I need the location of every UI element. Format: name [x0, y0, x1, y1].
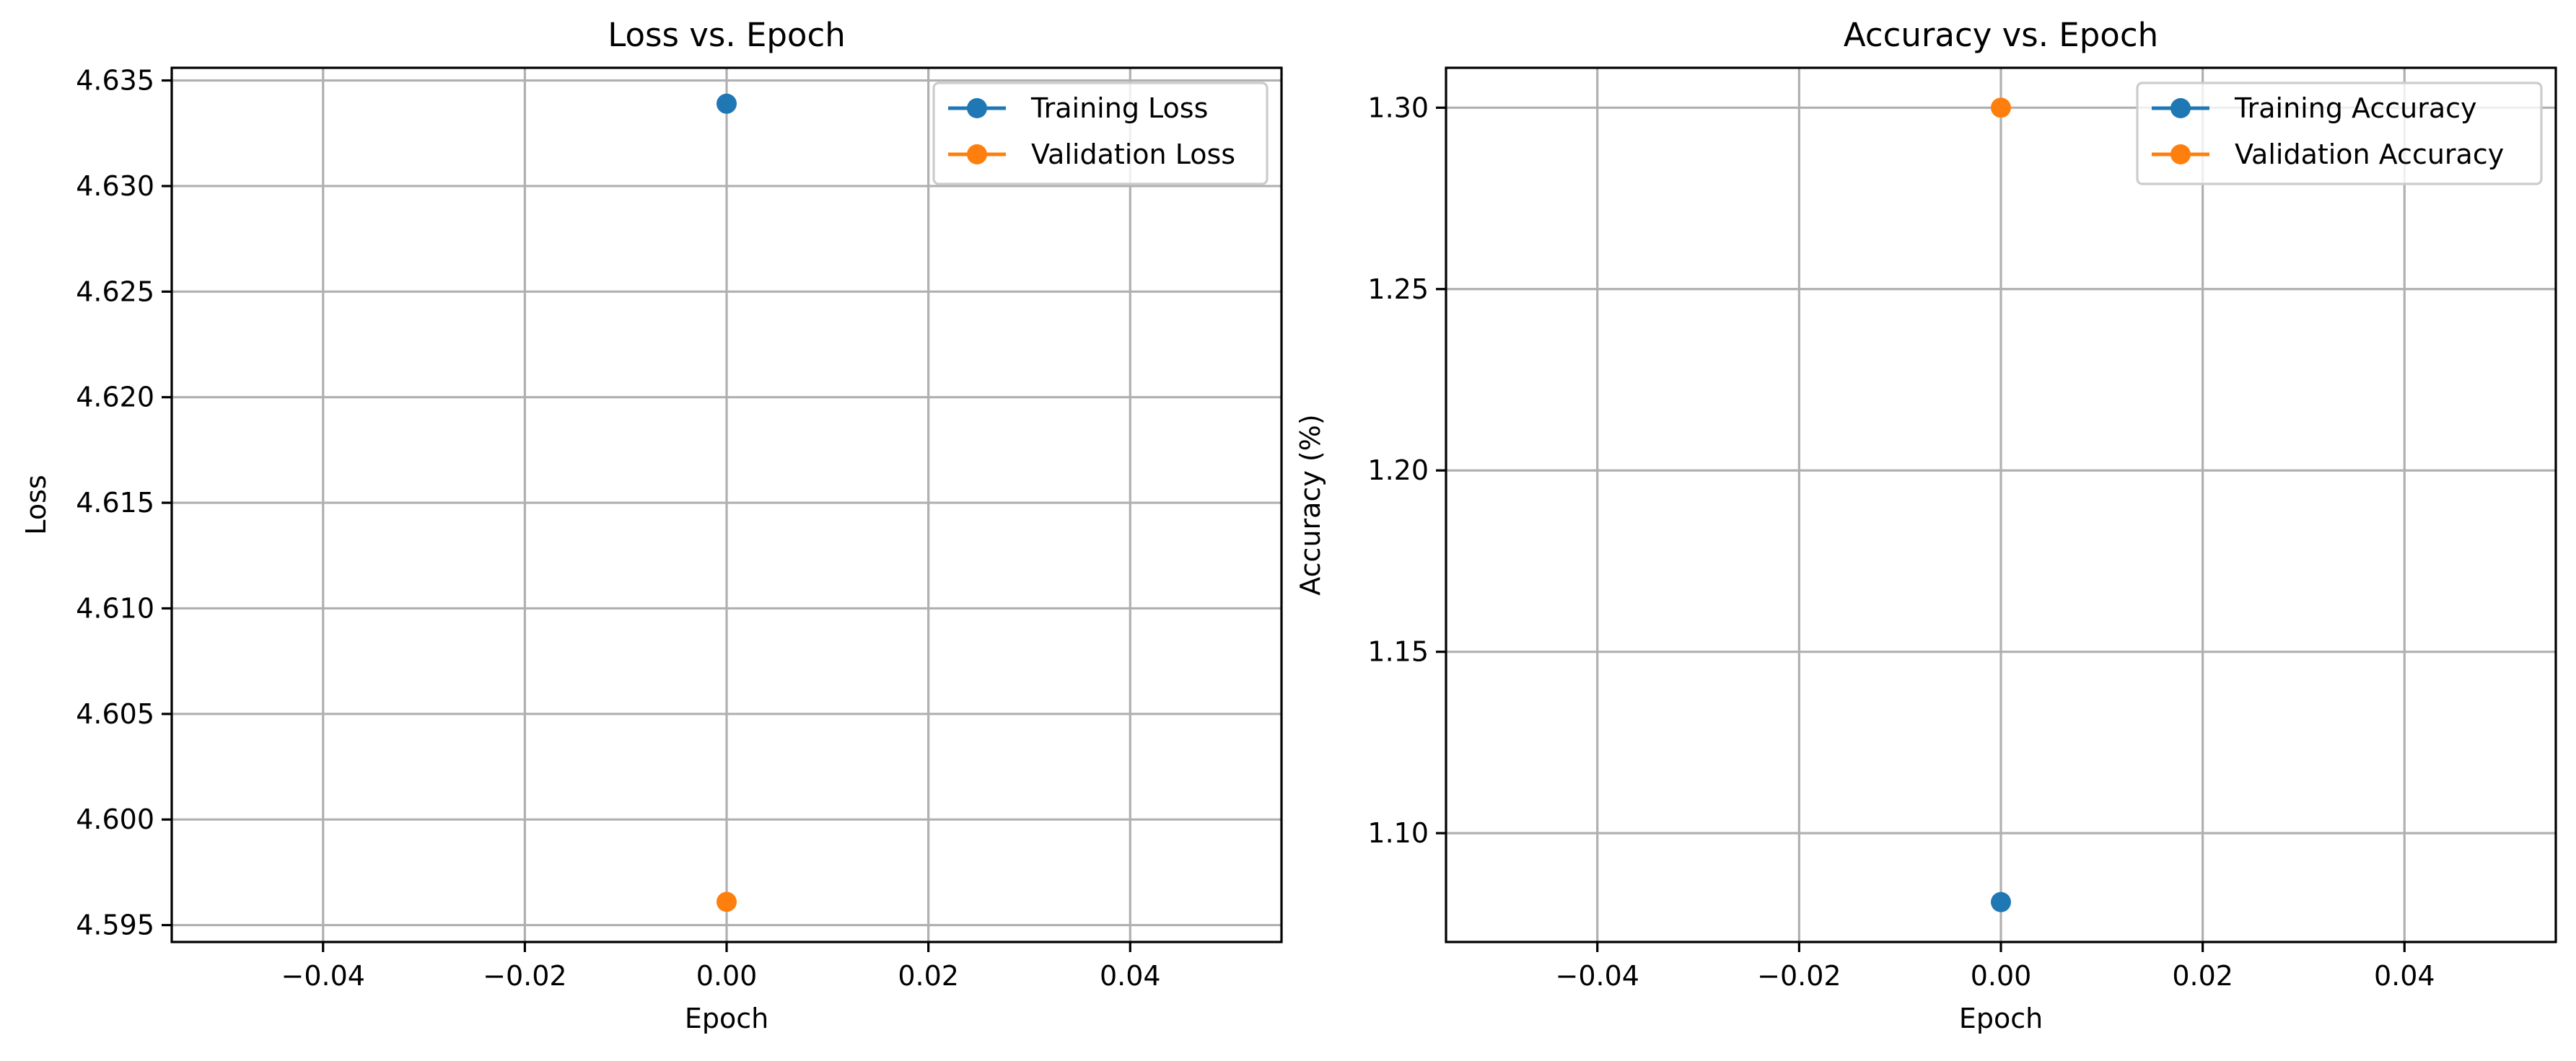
y-tick-label: 4.595: [76, 910, 154, 941]
y-tick-label: 1.15: [1367, 636, 1429, 668]
legend-marker-swatch: [967, 144, 987, 164]
legend-label: Validation Accuracy: [2235, 138, 2504, 170]
axes-frame: [170, 66, 1283, 943]
chart-title: Accuracy vs. Epoch: [1844, 16, 2158, 54]
x-tick-label: −0.02: [1757, 960, 1841, 992]
legend-box: [932, 82, 1269, 185]
x-tick-label: 0.02: [2172, 960, 2233, 992]
y-tick-label: 4.630: [76, 170, 154, 202]
legend: Training Accuracy Validation Accuracy: [2136, 82, 2543, 185]
y-tick-label: 4.605: [76, 698, 154, 730]
x-tick-label: 0.00: [1971, 960, 2032, 992]
x-tick-label: 0.00: [696, 960, 758, 992]
legend-label: Training Accuracy: [2234, 92, 2477, 124]
y-tick-label: 1.30: [1367, 92, 1429, 123]
chart-panel-1: −0.04 −0.02 0.00 0.02 0.04 4.595 4.600 4.605 4.6…: [20, 16, 1283, 1034]
legend-marker-swatch: [2170, 98, 2191, 118]
data-point-training-loss: [717, 93, 737, 114]
x-tick-label: −0.02: [483, 960, 566, 992]
data-point-validation-loss: [717, 891, 737, 912]
y-axis-label: Accuracy (%): [1294, 414, 1326, 595]
legend-label: Training Loss: [1030, 92, 1208, 124]
axes-frame: [1445, 66, 2557, 943]
x-axis-label: Epoch: [685, 1003, 768, 1034]
y-tick-label: 4.610: [76, 592, 154, 624]
legend: Training Loss Validation Loss: [932, 82, 1269, 185]
legend-box: [2136, 82, 2543, 185]
chart-title: Loss vs. Epoch: [608, 16, 845, 54]
x-axis-label: Epoch: [1959, 1003, 2043, 1034]
legend-marker-swatch: [967, 98, 987, 118]
x-tick-label: 0.04: [2374, 960, 2435, 992]
y-tick-label: 1.25: [1367, 273, 1429, 305]
legend-marker-swatch: [2170, 144, 2191, 164]
data-point-training-accuracy: [1991, 891, 2011, 912]
y-tick-label: 4.625: [76, 276, 154, 307]
x-tick-label: −0.04: [281, 960, 365, 992]
x-tick-label: 0.02: [898, 960, 959, 992]
data-point-validation-accuracy: [1991, 97, 2011, 118]
x-tick-label: 0.04: [1100, 960, 1161, 992]
legend-label: Validation Loss: [1031, 138, 1235, 170]
y-tick-label: 4.635: [76, 65, 154, 97]
chart-panel-2: −0.04 −0.02 0.00 0.02 0.04 1.10 1.15 1.20 1.25 1.…: [1294, 16, 2557, 1034]
y-tick-label: 1.10: [1367, 817, 1429, 849]
y-tick-label: 4.620: [76, 382, 154, 413]
y-axis-label: Loss: [20, 475, 52, 534]
y-tick-label: 4.600: [76, 804, 154, 835]
y-tick-label: 4.615: [76, 487, 154, 519]
x-tick-label: −0.04: [1556, 960, 1639, 992]
y-tick-label: 1.20: [1367, 454, 1429, 486]
